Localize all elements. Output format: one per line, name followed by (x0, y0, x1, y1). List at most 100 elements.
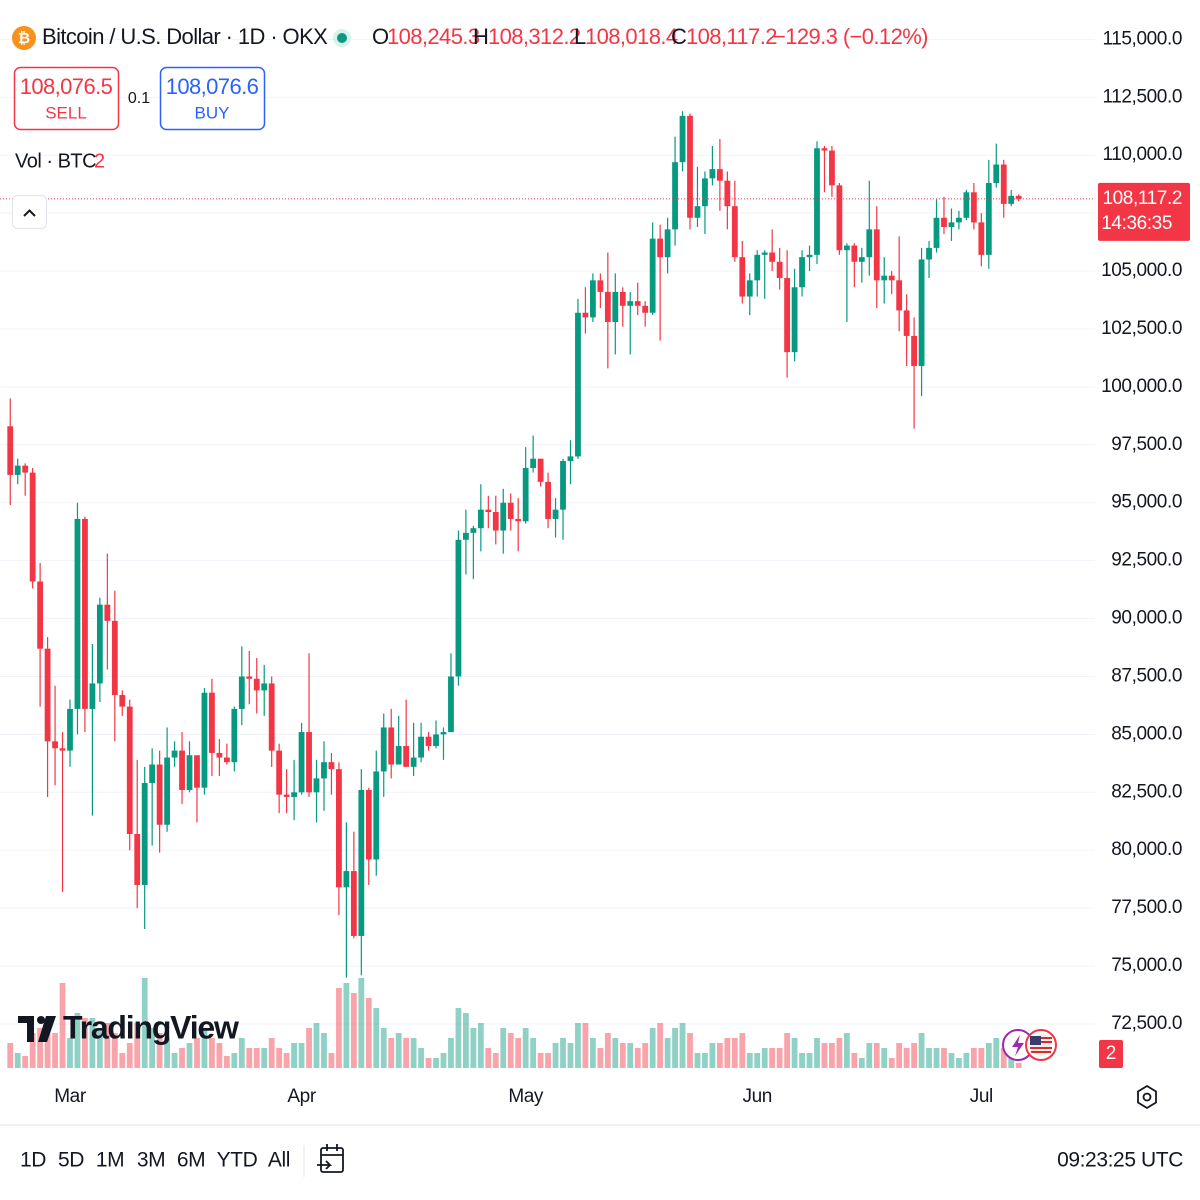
y-tick-label: 82,500.0 (1111, 781, 1182, 802)
volume-bar (410, 1038, 417, 1068)
candle-body (612, 291, 619, 323)
volume-label: Vol · BTC (15, 150, 96, 172)
candle-body (664, 229, 671, 258)
candle-body (149, 764, 156, 784)
candle-body (179, 750, 185, 790)
timeframe[interactable]: 3M (137, 1149, 166, 1172)
tradingview-logo: TradingView (18, 1009, 240, 1045)
candle-body (231, 708, 238, 763)
volume-bar (978, 1048, 985, 1068)
symbol-title[interactable]: Bitcoin / U.S. Dollar · 1D · OKX (42, 24, 329, 49)
timeframe[interactable]: 1M (96, 1149, 125, 1172)
y-tick-label: 110,000.0 (1102, 144, 1182, 165)
candle-body (896, 280, 903, 311)
volume-bar (761, 1048, 768, 1068)
candle-body (104, 604, 111, 621)
x-tick-label: Mar (54, 1086, 87, 1107)
candle-body (52, 741, 58, 749)
timeframe[interactable]: YTD (217, 1149, 258, 1172)
volume-bar (963, 1053, 970, 1068)
badge-text: 2 (1106, 1043, 1117, 1064)
volume-bar (604, 1033, 611, 1068)
y-tick-label: 115,000.0 (1102, 28, 1182, 49)
volume-bar (821, 1043, 828, 1068)
candle-body (74, 518, 81, 709)
candle-body (829, 150, 835, 186)
collapse-button[interactable] (12, 195, 47, 229)
candle-body (754, 254, 761, 281)
volume-bar (141, 978, 148, 1068)
volume-bar (500, 1028, 507, 1068)
candle-body (141, 783, 148, 885)
volume-bar (365, 998, 372, 1068)
candle-body (515, 518, 522, 522)
lightning (1012, 1035, 1024, 1056)
quantity[interactable]: 0.1 (128, 90, 150, 107)
candle-body (881, 275, 888, 281)
volume-bar (545, 1053, 551, 1068)
buy-button[interactable] (159, 66, 266, 131)
volume-bar (134, 1023, 141, 1068)
volume-bar (836, 1038, 843, 1068)
volume-bar (492, 1053, 499, 1068)
candle-body (575, 312, 581, 457)
countdown: 14:36:35 (1101, 213, 1172, 234)
y-tick-label: 72,500.0 (1111, 1013, 1182, 1034)
sell-button[interactable] (13, 66, 120, 131)
timeframe[interactable]: 1D (20, 1149, 47, 1172)
candle-body (941, 217, 947, 228)
close-label: C (671, 24, 687, 49)
volume-bar (455, 1008, 462, 1068)
logo-mark (38, 1016, 56, 1042)
candle-body (350, 871, 357, 936)
volume-bar (687, 1033, 693, 1068)
volume-bar (664, 1038, 671, 1068)
candle-body (814, 148, 820, 255)
candle-body (978, 222, 985, 255)
volume-bar (268, 1038, 275, 1068)
settings-icon[interactable] (1137, 1084, 1157, 1110)
volume-bar (552, 1043, 559, 1068)
timeframe[interactable]: All (268, 1149, 291, 1172)
candle-body (1000, 164, 1007, 204)
volume-bar (970, 1048, 977, 1068)
candle-body (22, 465, 29, 473)
candle-body (918, 259, 925, 367)
volume-bar (194, 1038, 200, 1068)
badge (1099, 1040, 1123, 1068)
candle-body (791, 287, 798, 353)
volume-bar (96, 1028, 103, 1068)
date-range-icon[interactable] (317, 1144, 344, 1173)
candle-body (702, 178, 708, 207)
volume-bar (149, 1028, 156, 1068)
volume-bar (358, 978, 365, 1068)
candle-body (769, 252, 776, 262)
volume-bar (74, 1013, 81, 1068)
volume-bar (739, 1033, 746, 1068)
volume-bar (888, 1058, 895, 1068)
candle-body (67, 708, 73, 751)
price-tag (1098, 182, 1190, 241)
candle-body (597, 280, 604, 292)
timeframe[interactable]: 6M (177, 1149, 206, 1172)
candle-body (477, 509, 484, 529)
candle-body (522, 467, 529, 522)
collapse-icon (23, 209, 36, 217)
candle-body (851, 245, 858, 262)
buy-label: BUY (195, 103, 230, 122)
candle-body (679, 115, 686, 163)
candle-body (410, 757, 417, 767)
volume-bar (522, 1028, 529, 1068)
candle-body (321, 762, 327, 779)
candle-body (687, 115, 693, 218)
bitcoin-glyph: ₿ (18, 30, 30, 47)
volume-bar (866, 1043, 873, 1068)
volume-bar (253, 1048, 260, 1068)
timeframe[interactable]: 5D (58, 1149, 85, 1172)
volume-bar (37, 1028, 44, 1068)
candle-body (194, 755, 200, 788)
volume-bar (82, 1018, 88, 1068)
settings-icon-center (1142, 1092, 1152, 1102)
volume-bar (179, 1048, 185, 1068)
candle-body (470, 528, 477, 533)
